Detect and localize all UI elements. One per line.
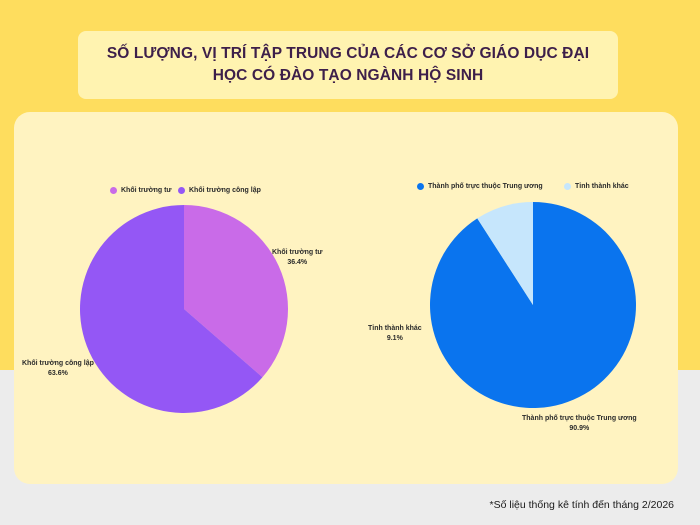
legend-private-schools: Khối trường tư: [110, 187, 172, 194]
page-title: SỐ LƯỢNG, VỊ TRÍ TẬP TRUNG CỦA CÁC CƠ SỞ…: [106, 45, 590, 84]
pie-chart-school-type: [79, 205, 288, 413]
legend-central-cities: Thành phố trực thuộc Trung ương: [417, 183, 543, 190]
legend-other-provinces: Tỉnh thành khác: [564, 183, 629, 190]
slice-label-private: Khối trường tư 36.4%: [272, 248, 323, 268]
slice-label-name: Tỉnh thành khác: [368, 325, 422, 332]
legend-label: Thành phố trực thuộc Trung ương: [428, 183, 543, 190]
pie-slice-0-1: [79, 205, 263, 413]
legend-label: Tỉnh thành khác: [575, 183, 629, 190]
slice-label-name: Khối trường công lập: [22, 360, 94, 367]
slice-label-name: Khối trường tư: [272, 249, 323, 256]
pie-slice-0-0: [184, 205, 288, 378]
slice-label-value: 63.6%: [48, 370, 68, 377]
legend-public-schools: Khối trường công lập: [178, 187, 261, 194]
legend-label: Khối trường công lập: [189, 187, 261, 194]
title-banner: SỐ LƯỢNG, VỊ TRÍ TẬP TRUNG CỦA CÁC CƠ SỞ…: [78, 31, 618, 99]
legend-label: Khối trường tư: [121, 187, 172, 194]
footnote: *Số liệu thống kê tính đến tháng 2/2026: [489, 499, 674, 511]
slice-label-name: Thành phố trực thuộc Trung ương: [522, 415, 637, 422]
slice-label-other-provinces: Tỉnh thành khác 9.1%: [368, 324, 422, 344]
legend-swatch: [564, 183, 571, 190]
pie-slice-1-1: [477, 202, 533, 305]
slice-label-central-cities: Thành phố trực thuộc Trung ương 90.9%: [522, 414, 637, 434]
slice-label-value: 9.1%: [386, 335, 403, 342]
legend-swatch: [110, 187, 117, 194]
slice-label-value: 36.4%: [287, 259, 308, 266]
slice-label-value: 90.9%: [569, 425, 590, 432]
legend-swatch: [178, 187, 185, 194]
slice-label-public: Khối trường công lập 63.6%: [22, 359, 94, 379]
legend-swatch: [417, 183, 424, 190]
pie-chart-location: [429, 202, 636, 409]
